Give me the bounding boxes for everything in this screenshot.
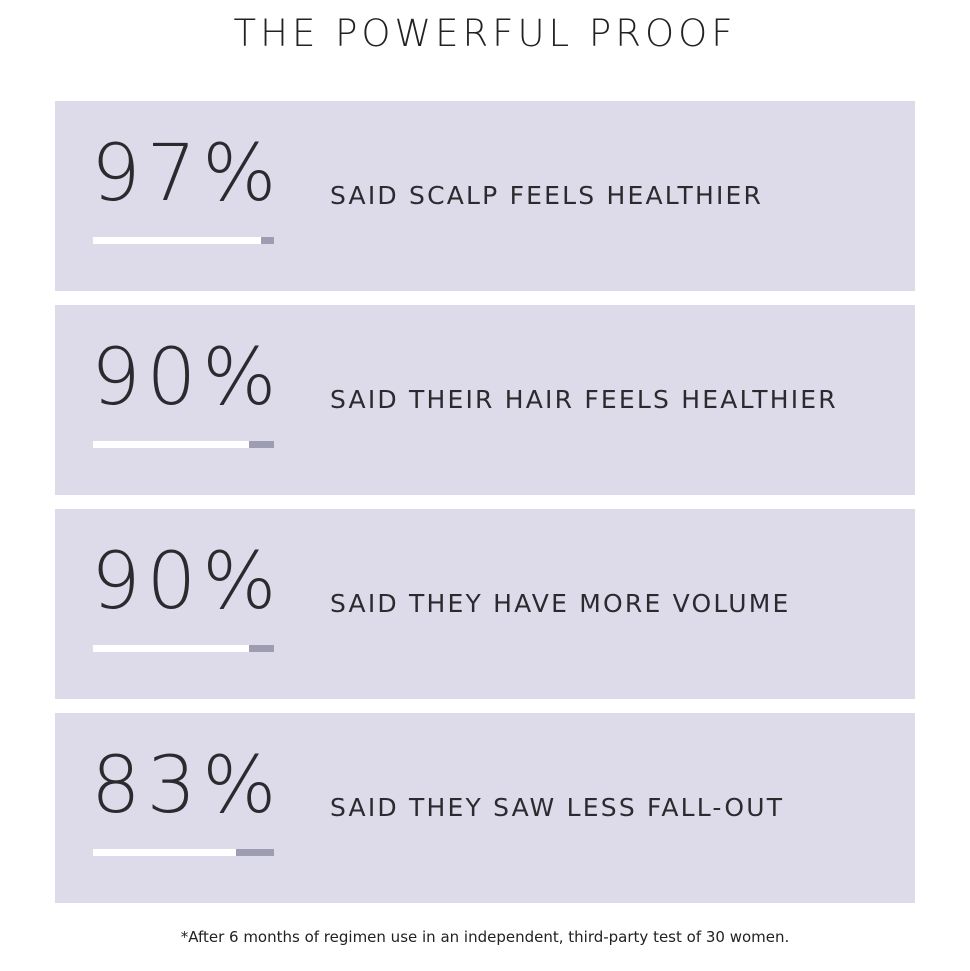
stat-value: 83% <box>91 741 283 831</box>
stat-value: 97% <box>91 129 283 219</box>
stat-label: SAID THEIR HAIR FEELS HEALTHIER <box>330 385 838 414</box>
stat-progress-bar <box>93 237 274 244</box>
stat-panel: 97% SAID SCALP FEELS HEALTHIER <box>55 101 915 291</box>
stat-label: SAID THEY SAW LESS FALL-OUT <box>330 793 785 822</box>
stat-label: SAID SCALP FEELS HEALTHIER <box>330 181 764 210</box>
stat-panel: 83% SAID THEY SAW LESS FALL-OUT <box>55 713 915 903</box>
stat-progress-fill <box>93 237 261 244</box>
stat-value: 90% <box>91 333 283 423</box>
stat-progress-fill <box>93 645 249 652</box>
stat-label: SAID THEY HAVE MORE VOLUME <box>330 589 791 618</box>
stat-progress-bar <box>93 849 274 856</box>
stat-progress-bar <box>93 441 274 448</box>
stat-progress-bar <box>93 645 274 652</box>
stat-progress-fill <box>93 849 237 856</box>
page-title: THE POWERFUL PROOF <box>233 12 737 55</box>
stat-value: 90% <box>91 537 283 627</box>
stat-panel: 90% SAID THEY HAVE MORE VOLUME <box>55 509 915 699</box>
stat-panel: 90% SAID THEIR HAIR FEELS HEALTHIER <box>55 305 915 495</box>
stat-progress-fill <box>93 441 249 448</box>
footnote: *After 6 months of regimen use in an ind… <box>180 928 790 946</box>
